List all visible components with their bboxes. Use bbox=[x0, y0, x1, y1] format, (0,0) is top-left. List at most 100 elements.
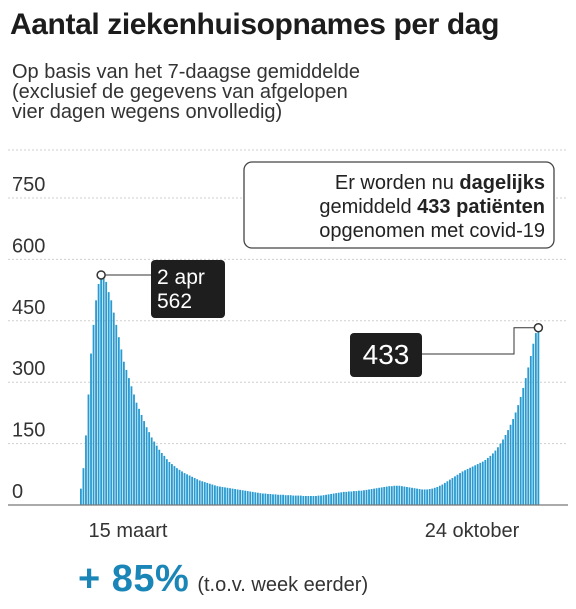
bar bbox=[446, 481, 449, 505]
bar bbox=[345, 491, 348, 505]
bar bbox=[451, 477, 454, 505]
bar bbox=[234, 489, 236, 505]
bar bbox=[211, 484, 214, 505]
bar bbox=[322, 495, 325, 505]
bar bbox=[145, 427, 148, 505]
weekly-change-value: + 85% bbox=[78, 558, 190, 600]
bar bbox=[406, 486, 408, 505]
latest-marker bbox=[533, 323, 544, 333]
bar bbox=[259, 493, 262, 505]
info-box-line: opgenomen met covid-19 bbox=[319, 220, 545, 242]
bar bbox=[340, 492, 343, 505]
weekly-change-note: (t.o.v. week eerder) bbox=[197, 574, 369, 596]
bar bbox=[261, 493, 264, 505]
bar bbox=[304, 495, 307, 505]
bar bbox=[229, 488, 231, 505]
bar bbox=[183, 473, 186, 505]
bar bbox=[148, 432, 151, 505]
y-tick-label: 600 bbox=[12, 235, 45, 257]
bar bbox=[160, 453, 163, 505]
bar bbox=[481, 461, 484, 505]
bar bbox=[297, 495, 300, 505]
bar bbox=[527, 367, 530, 505]
bar bbox=[400, 486, 403, 505]
peak-marker bbox=[96, 270, 106, 280]
bar bbox=[436, 486, 439, 505]
bar bbox=[423, 489, 426, 505]
bar bbox=[395, 485, 398, 505]
bar bbox=[497, 447, 499, 505]
bar bbox=[249, 491, 252, 505]
bar bbox=[87, 394, 90, 505]
bar bbox=[342, 491, 345, 505]
bar bbox=[246, 491, 249, 505]
x-tick-label: 15 maart bbox=[89, 520, 168, 542]
bar bbox=[168, 462, 171, 505]
y-tick-label: 150 bbox=[12, 420, 45, 442]
bar bbox=[299, 495, 302, 505]
bar bbox=[347, 491, 350, 505]
info-box-emphasis: dagelijks bbox=[459, 172, 545, 194]
bar bbox=[206, 482, 209, 505]
bar bbox=[499, 443, 502, 505]
bar bbox=[459, 473, 461, 505]
bar bbox=[97, 283, 100, 505]
bar bbox=[330, 493, 333, 505]
info-box-text: gemiddeld bbox=[319, 196, 417, 218]
bar bbox=[491, 453, 494, 505]
bar bbox=[337, 492, 340, 505]
bar bbox=[130, 386, 133, 505]
bar-series bbox=[80, 274, 540, 505]
bar bbox=[289, 495, 292, 505]
bar bbox=[522, 387, 525, 505]
bar bbox=[85, 435, 87, 505]
bar bbox=[239, 489, 242, 505]
bar bbox=[449, 479, 451, 505]
bar bbox=[115, 324, 118, 505]
bar bbox=[312, 495, 315, 505]
bar bbox=[358, 490, 360, 505]
bar bbox=[256, 492, 259, 505]
bar bbox=[244, 490, 247, 505]
bar bbox=[469, 467, 472, 505]
x-tick-label: 24 oktober bbox=[425, 520, 520, 542]
bar bbox=[307, 495, 310, 505]
bar bbox=[254, 492, 257, 505]
bar bbox=[360, 490, 363, 505]
bar bbox=[213, 485, 216, 505]
bar bbox=[193, 477, 196, 505]
bar bbox=[454, 476, 456, 505]
bar bbox=[226, 487, 229, 505]
bar bbox=[282, 494, 285, 505]
bar bbox=[413, 488, 416, 505]
bar bbox=[484, 459, 487, 505]
bar bbox=[224, 487, 226, 505]
bar bbox=[494, 450, 497, 505]
bar bbox=[173, 466, 176, 505]
bar bbox=[138, 408, 140, 505]
bar bbox=[411, 487, 413, 505]
bar bbox=[267, 493, 269, 505]
bar bbox=[380, 487, 383, 505]
bar bbox=[517, 405, 520, 505]
bar bbox=[186, 474, 188, 505]
bar bbox=[524, 378, 527, 505]
bar bbox=[325, 494, 327, 505]
bar bbox=[443, 482, 446, 505]
bar bbox=[128, 378, 130, 505]
bar bbox=[456, 474, 459, 505]
y-tick-label: 450 bbox=[12, 297, 45, 319]
bar bbox=[433, 487, 436, 505]
bar bbox=[95, 300, 97, 505]
bar bbox=[504, 435, 507, 505]
bar bbox=[390, 486, 393, 505]
bar bbox=[466, 468, 469, 505]
bar bbox=[165, 459, 168, 505]
latest-leader-line bbox=[422, 327, 539, 355]
peak-date: 2 apr bbox=[157, 266, 205, 289]
bar bbox=[231, 488, 234, 505]
info-box-text: opgenomen met covid-19 bbox=[319, 220, 545, 242]
bar bbox=[284, 495, 287, 505]
bar bbox=[315, 495, 317, 505]
bar bbox=[140, 414, 143, 505]
